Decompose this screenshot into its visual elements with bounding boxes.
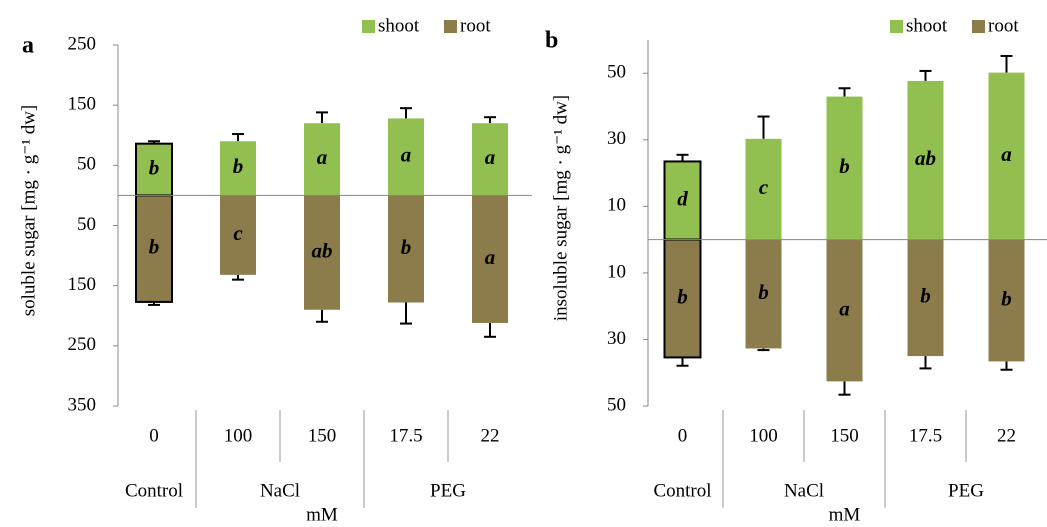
bar — [220, 141, 256, 196]
y-tick-label: 150 — [68, 94, 97, 115]
bar-annotation: b — [401, 235, 412, 259]
bar — [472, 123, 508, 196]
bar — [907, 80, 944, 240]
bar-annotation: b — [758, 280, 769, 304]
bar-annotation: b — [233, 154, 244, 178]
bar-annotation: b — [149, 155, 160, 179]
bar-annotation: d — [677, 186, 688, 210]
legend-swatch — [362, 20, 375, 33]
panel-label: b — [545, 28, 558, 54]
legend-label: root — [988, 15, 1019, 36]
bar — [745, 138, 782, 240]
x-axis-label: mM — [306, 504, 338, 525]
bar — [304, 123, 340, 196]
bar — [135, 194, 173, 303]
bar — [220, 195, 256, 275]
y-tick-label: 30 — [607, 328, 626, 349]
y-tick-label: 150 — [68, 274, 97, 295]
y-tick-label: 350 — [68, 394, 97, 415]
bar-annotation: b — [1001, 286, 1012, 310]
bar — [826, 96, 863, 240]
x-tick-label: 150 — [308, 425, 337, 446]
bar-annotation: c — [759, 175, 769, 199]
bar-annotation: a — [839, 296, 850, 320]
bar-annotation: ab — [915, 146, 936, 170]
x-tick-label: 100 — [224, 425, 253, 446]
x-tick-label: 150 — [830, 425, 859, 446]
bar — [907, 239, 944, 357]
legend-swatch — [444, 20, 457, 33]
group-label: Control — [125, 480, 183, 501]
panel-label: a — [22, 33, 34, 59]
bar-annotation: ab — [312, 238, 333, 262]
bar — [988, 72, 1025, 240]
group-label: NaCl — [784, 480, 824, 501]
y-tick-label: 250 — [68, 334, 97, 355]
y-axis-label: insoluble sugar [mg · g⁻¹ dw] — [550, 95, 571, 321]
bar-annotation: a — [401, 143, 412, 167]
bar-annotation: c — [233, 221, 243, 245]
bar-annotation: b — [839, 154, 850, 178]
group-label: PEG — [430, 480, 466, 501]
bar-annotation: b — [149, 234, 160, 258]
group-label: Control — [653, 480, 711, 501]
bar-annotation: a — [485, 145, 496, 169]
x-tick-label: 17.5 — [909, 425, 942, 446]
y-tick-label: 250 — [68, 33, 97, 54]
y-tick-label: 10 — [607, 261, 626, 282]
y-tick-label: 30 — [607, 128, 626, 149]
legend-swatch — [972, 20, 985, 33]
legend-swatch — [890, 20, 903, 33]
x-tick-label: 100 — [749, 425, 778, 446]
x-axis-label: mM — [829, 504, 861, 525]
bar-annotation: a — [317, 145, 328, 169]
x-tick-label: 17.5 — [389, 425, 422, 446]
bar — [826, 239, 863, 382]
bar-annotation: b — [920, 284, 931, 308]
bar-annotation: a — [1001, 142, 1012, 166]
bar-annotation: b — [677, 284, 688, 308]
y-tick-label: 50 — [77, 154, 96, 175]
bar — [388, 118, 424, 196]
bar — [304, 195, 340, 310]
bar — [472, 195, 508, 323]
bar-annotation: a — [485, 245, 496, 269]
x-tick-label: 0 — [678, 425, 688, 446]
x-tick-label: 0 — [149, 425, 159, 446]
group-label: PEG — [948, 480, 984, 501]
bar — [745, 239, 782, 349]
bar — [388, 195, 424, 303]
y-tick-label: 50 — [607, 62, 626, 83]
bar — [988, 239, 1025, 362]
y-tick-label: 50 — [77, 214, 96, 235]
legend-label: shoot — [378, 15, 420, 36]
legend-label: shoot — [906, 15, 948, 36]
y-axis-label: soluble sugar [mg · g⁻¹ dw] — [18, 105, 39, 317]
group-label: NaCl — [260, 480, 300, 501]
legend-label: root — [460, 15, 491, 36]
x-tick-label: 22 — [997, 425, 1016, 446]
y-tick-label: 50 — [607, 394, 626, 415]
x-tick-label: 22 — [481, 425, 500, 446]
y-tick-label: 10 — [607, 195, 626, 216]
